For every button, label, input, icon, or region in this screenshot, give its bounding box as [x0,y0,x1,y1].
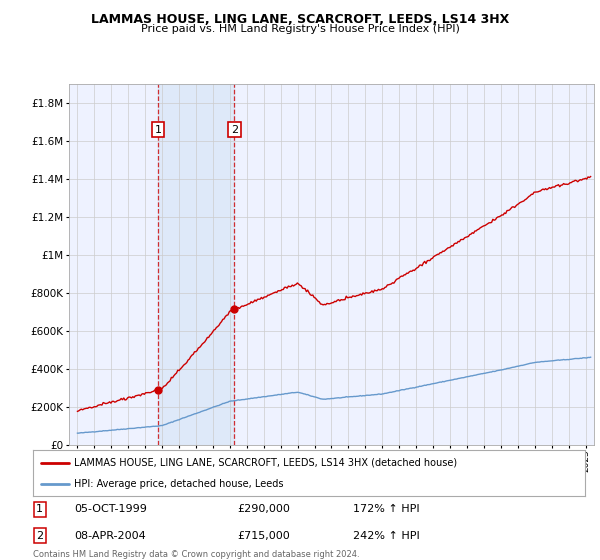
Text: 2: 2 [231,125,238,134]
Text: £290,000: £290,000 [237,505,290,514]
Text: 08-APR-2004: 08-APR-2004 [74,530,146,540]
Text: 2: 2 [36,530,43,540]
Text: Price paid vs. HM Land Registry's House Price Index (HPI): Price paid vs. HM Land Registry's House … [140,24,460,34]
Text: LAMMAS HOUSE, LING LANE, SCARCROFT, LEEDS, LS14 3HX: LAMMAS HOUSE, LING LANE, SCARCROFT, LEED… [91,13,509,26]
Text: 1: 1 [36,505,43,514]
Text: Contains HM Land Registry data © Crown copyright and database right 2024.
This d: Contains HM Land Registry data © Crown c… [33,550,359,560]
Text: 1: 1 [154,125,161,134]
Bar [158,84,235,445]
Text: LAMMAS HOUSE, LING LANE, SCARCROFT, LEEDS, LS14 3HX (detached house): LAMMAS HOUSE, LING LANE, SCARCROFT, LEED… [74,458,458,468]
Text: 05-OCT-1999: 05-OCT-1999 [74,505,147,514]
Text: HPI: Average price, detached house, Leeds: HPI: Average price, detached house, Leed… [74,479,284,489]
Text: 242% ↑ HPI: 242% ↑ HPI [353,530,420,540]
Text: £715,000: £715,000 [237,530,290,540]
Text: 172% ↑ HPI: 172% ↑ HPI [353,505,420,514]
